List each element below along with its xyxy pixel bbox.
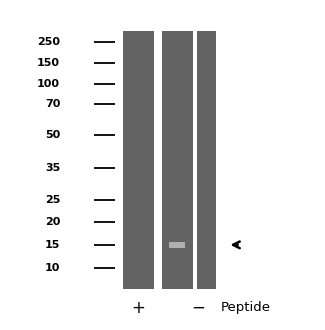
Text: 35: 35 xyxy=(45,163,60,173)
Bar xyxy=(197,31,216,289)
Text: 20: 20 xyxy=(45,217,60,227)
Bar xyxy=(169,242,185,248)
Text: 50: 50 xyxy=(45,130,60,140)
Text: 150: 150 xyxy=(37,58,60,68)
Text: +: + xyxy=(131,299,145,316)
Text: 100: 100 xyxy=(37,80,60,89)
Text: 250: 250 xyxy=(37,37,60,47)
Text: 10: 10 xyxy=(45,263,60,273)
Bar xyxy=(123,31,153,289)
Bar xyxy=(162,31,193,289)
Text: −: − xyxy=(191,299,205,316)
Text: 15: 15 xyxy=(45,240,60,250)
Text: Peptide: Peptide xyxy=(221,301,271,314)
Text: 70: 70 xyxy=(45,99,60,109)
Text: 25: 25 xyxy=(45,195,60,205)
